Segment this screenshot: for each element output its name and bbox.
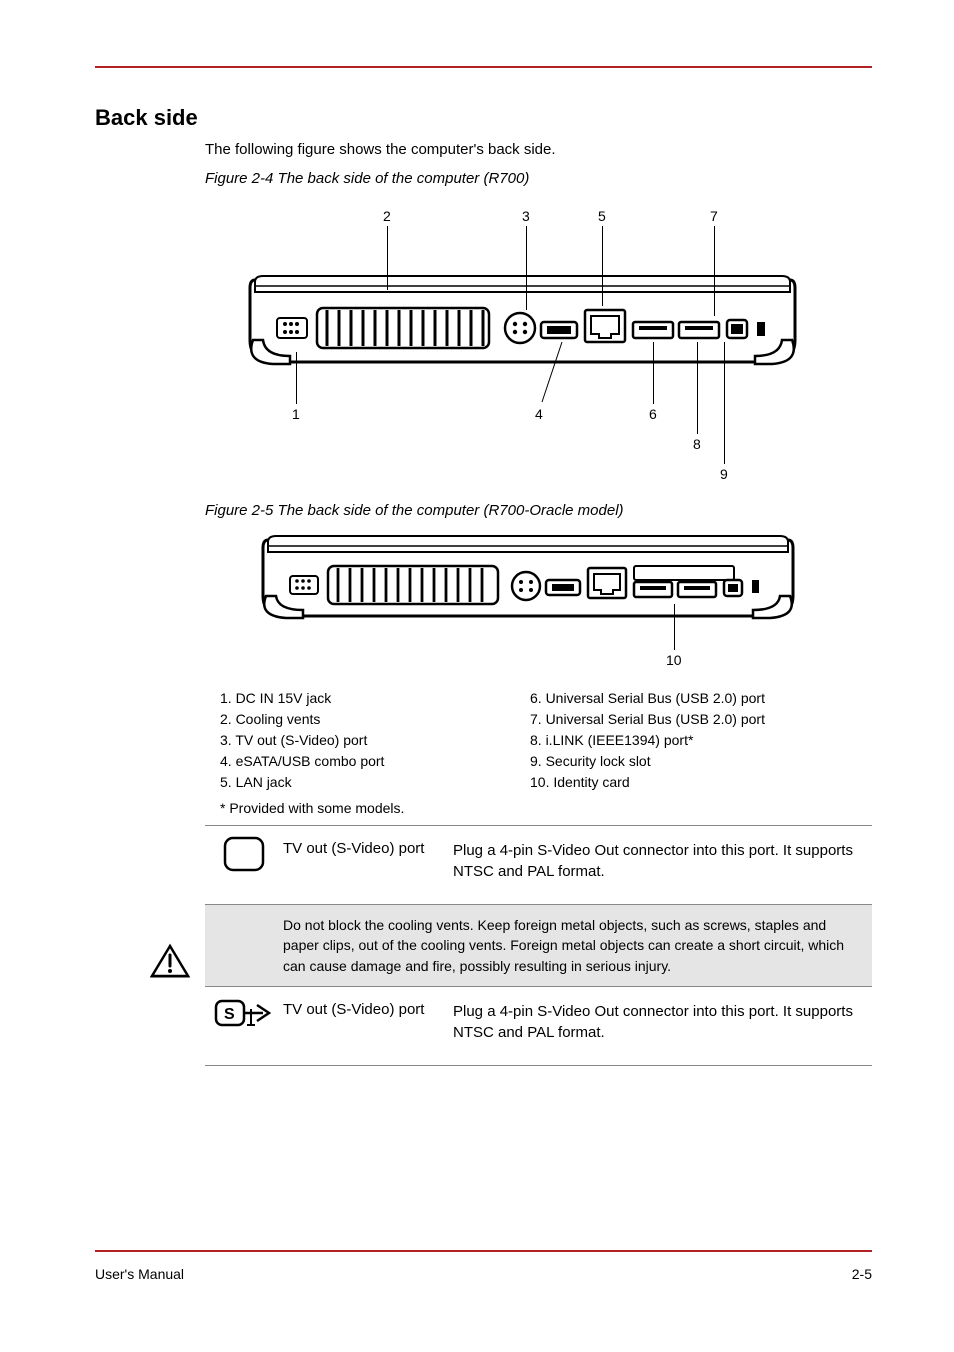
section-intro: The following figure shows the computer'… [205,140,556,160]
warning-row: Do not block the cooling vents. Keep for… [205,905,872,986]
top-rule [95,66,872,68]
legend-footnote: * Provided with some models. [220,800,404,816]
tv-icon [221,834,267,874]
footer-right: 2-5 [852,1266,872,1282]
svg-text:S: S [224,1006,235,1023]
section-title: Back side [95,105,198,131]
row-desc: Plug a 4-pin S-Video Out connector into … [453,995,872,1043]
figure1-caption: Figure 2-4 The back side of the computer… [205,170,529,187]
figure2-laptop [258,530,798,631]
warning-text: Do not block the cooling vents. Keep for… [205,915,872,976]
bottom-rule [95,1250,872,1252]
row-desc: Plug a 4-pin S-Video Out connector into … [453,834,872,882]
figure2-caption: Figure 2-5 The back side of the computer… [205,502,624,519]
table-row: TV out (S-Video) port Plug a 4-pin S-Vid… [205,826,872,904]
warning-icon [149,943,191,981]
legend-right: 6. Universal Serial Bus (USB 2.0) port 7… [530,688,765,793]
footer-left: User's Manual [95,1266,184,1282]
row-label: TV out (S-Video) port [283,995,453,1018]
figure1-laptop [245,270,800,377]
svideo-icon: S [213,995,275,1033]
row-label: TV out (S-Video) port [283,834,453,857]
spec-table: TV out (S-Video) port Plug a 4-pin S-Vid… [205,825,872,1066]
table-row: S TV out (S-Video) port Plug a 4-pin S-V… [205,987,872,1065]
legend-left: 1. DC IN 15V jack 2. Cooling vents 3. TV… [220,688,384,793]
